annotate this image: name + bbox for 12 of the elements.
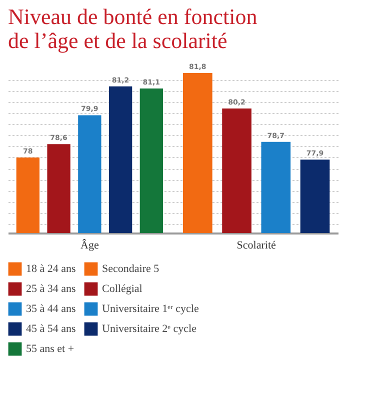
legend-label: Secondaire 5 xyxy=(102,263,160,275)
x-tick-label: Scolarité xyxy=(236,240,276,252)
legend-label: Collégial xyxy=(102,283,142,295)
legend-label: 18 à 24 ans xyxy=(26,263,76,275)
legend-label: 55 ans et + xyxy=(26,343,74,355)
legend-label: Universitaire 1ᵉʳ cycle xyxy=(102,303,199,315)
legend-label: 45 à 54 ans xyxy=(26,323,76,335)
legend-label: 25 à 34 ans xyxy=(26,283,76,295)
x-tick-label: Âge xyxy=(80,238,99,252)
chart-title: Niveau de bonté en fonction de l’âge et de la scolarité xyxy=(8,4,258,53)
legend-label: 35 à 44 ans xyxy=(26,303,76,315)
legend-label: Universitaire 2ᵉ cycle xyxy=(102,323,197,335)
